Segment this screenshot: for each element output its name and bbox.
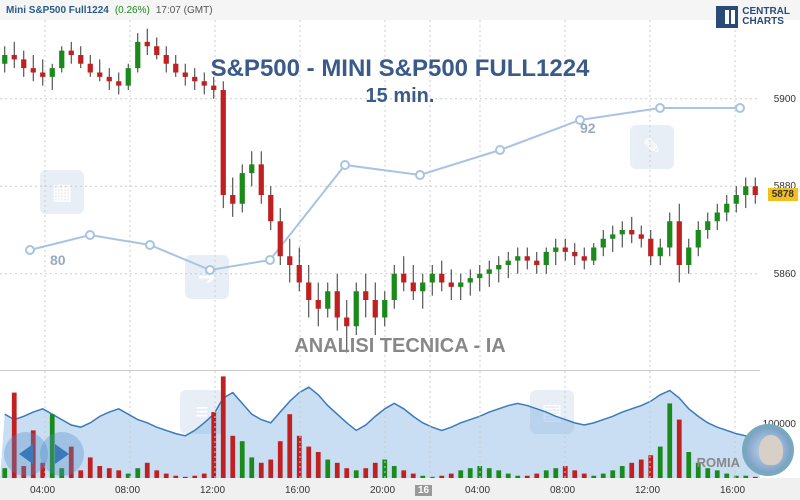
price-change: (0.26%) xyxy=(115,5,150,16)
next-button[interactable] xyxy=(40,432,84,476)
indicator-label-92: 92 xyxy=(580,120,596,136)
x-axis: 04:0008:0012:0016:0020:001604:0008:0012:… xyxy=(0,478,800,500)
avatar-icon[interactable] xyxy=(742,424,794,476)
instrument-title: Mini S&P500 Full1224 xyxy=(6,5,109,16)
brand-logo: CENTRALCHARTS xyxy=(716,6,790,28)
y-axis: 5860588059005878 xyxy=(760,20,800,370)
price-chart[interactable] xyxy=(0,20,760,370)
logo-icon xyxy=(716,6,738,28)
volume-chart[interactable]: 100000 xyxy=(0,370,760,478)
current-price-label: 5878 xyxy=(768,188,798,201)
indicator-label-80: 80 xyxy=(50,252,66,268)
timestamp: 17:07 (GMT) xyxy=(156,5,213,16)
romia-label: ROMIA xyxy=(697,455,740,470)
